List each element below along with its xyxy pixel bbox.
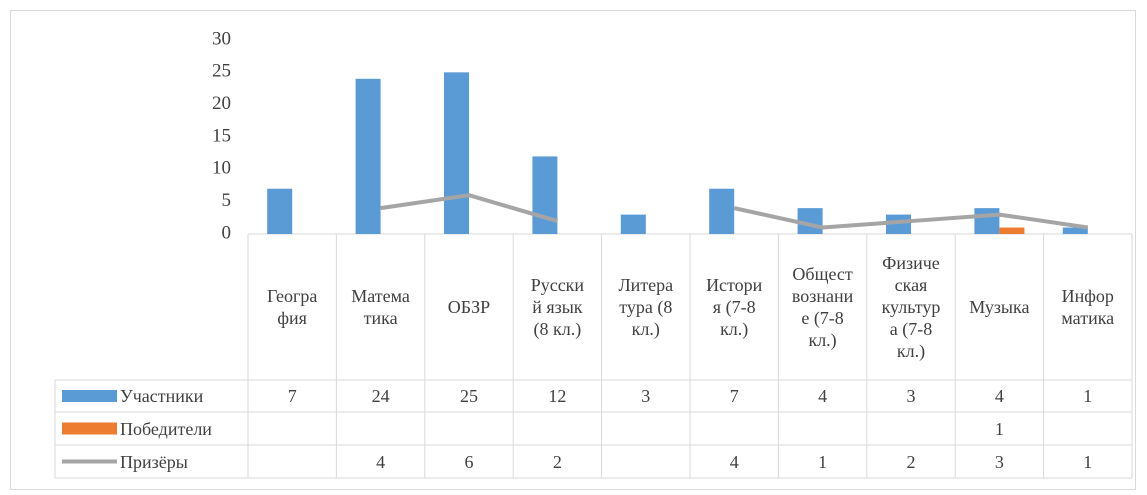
category-label: Матема тика [351, 286, 410, 328]
category-label: Физиче ская культур а (7-8 кл.) [881, 253, 941, 361]
y-tick-label: 25 [212, 61, 231, 82]
y-tick-label: 10 [212, 158, 231, 179]
table-value: 4 [376, 451, 386, 472]
table-value: 2 [552, 451, 562, 472]
category-label: Литера тура (8 кл.) [618, 275, 674, 339]
bar [444, 72, 469, 234]
legend-label: Победители [120, 418, 212, 439]
bar [709, 188, 735, 234]
legend-key [62, 390, 117, 402]
table-value: 4 [818, 386, 828, 406]
table-value: 7 [729, 386, 739, 406]
table-value: 1 [994, 418, 1004, 439]
table-value: 6 [464, 451, 474, 472]
y-tick-label: 20 [212, 93, 231, 114]
table-value: 2 [906, 451, 916, 472]
table-value: 1 [1083, 451, 1093, 472]
category-label: Музыка [969, 297, 1030, 317]
table-value: 3 [641, 386, 651, 406]
bar [999, 227, 1025, 234]
table-value: 4 [994, 386, 1004, 406]
category-label: Истори я (7-8 кл.) [706, 275, 763, 339]
table-value: 4 [729, 451, 739, 472]
legend-key [62, 422, 117, 435]
table-value: 24 [371, 386, 390, 406]
y-tick-label: 15 [212, 125, 231, 146]
category-label: Русски й язык (8 кл.) [530, 275, 585, 339]
legend-label: Призёры [120, 451, 188, 472]
y-tick-label: 0 [222, 222, 232, 243]
table-value: 1 [1083, 386, 1093, 406]
legend-label: Участники [120, 386, 204, 406]
category-label: Геогра фия [266, 286, 318, 328]
bar [267, 188, 293, 234]
bar [532, 156, 558, 234]
bar [1062, 227, 1088, 234]
table-value: 12 [548, 386, 567, 406]
category-label: ОБЗР [447, 297, 491, 317]
table-value: 3 [994, 451, 1004, 472]
y-tick-label: 30 [212, 28, 231, 49]
bar [974, 208, 1000, 234]
table-value: 1 [818, 451, 828, 472]
line [380, 193, 558, 223]
y-tick-label: 5 [222, 190, 232, 211]
bar [620, 214, 646, 234]
category-label: Инфор матика [1061, 286, 1115, 328]
chart-border [10, 10, 1136, 490]
category-label: Общест вознани е (7-8 кл.) [791, 264, 854, 350]
bar [355, 78, 381, 234]
table-value: 3 [906, 386, 916, 406]
table-value: 25 [459, 386, 478, 406]
table-value: 7 [287, 386, 297, 406]
line [733, 206, 1089, 230]
bar [886, 214, 911, 234]
